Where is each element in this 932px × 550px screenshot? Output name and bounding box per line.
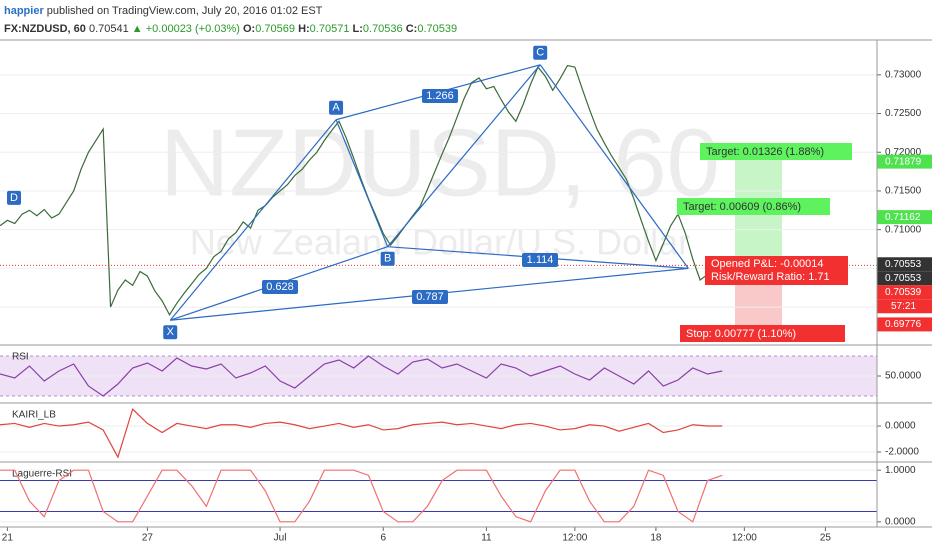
pane-title: RSI (12, 352, 29, 363)
price-tag (877, 154, 932, 169)
close: 0.70539 (417, 23, 457, 35)
y-tick-label: 0.71500 (885, 186, 922, 197)
pattern-label: D (10, 192, 18, 204)
price-tag-label: 0.71162 (885, 212, 921, 223)
pattern-label: 0.787 (416, 291, 444, 303)
position-box (705, 256, 848, 285)
series-line (0, 469, 723, 523)
countdown: 57:21 (891, 301, 916, 312)
x-tick-label: 12:00 (732, 533, 757, 544)
target-near: Target: 0.00609 (0.86%) (683, 201, 801, 213)
x-tick-label: 12:00 (562, 533, 587, 544)
author[interactable]: happier (4, 5, 44, 17)
pattern-label: A (332, 102, 340, 114)
pattern-label-box (380, 251, 395, 266)
target-near-box (677, 198, 830, 215)
pattern-label: 1.266 (426, 90, 454, 102)
pane-title: Laguerre-RSI (12, 469, 72, 480)
pattern-label: 0.628 (266, 281, 294, 293)
price-tag (877, 285, 932, 300)
pattern-label-box (163, 325, 178, 340)
c-label: C: (406, 23, 418, 35)
stop-box (680, 325, 845, 342)
x-tick-label: 6 (380, 533, 386, 544)
pane-title: KAIRI_LB (12, 410, 56, 421)
pattern-leg (169, 119, 337, 321)
pattern-label-box (7, 190, 22, 205)
price-tag-label: 0.70553 (885, 273, 922, 284)
pattern-label: X (167, 326, 175, 338)
price-tag-label: 0.71879 (885, 156, 922, 167)
pattern-label-box (329, 100, 344, 115)
symbol: FX:NZDUSD, 60 (4, 23, 86, 35)
change: ▲ +0.00023 (+0.03%) (132, 23, 240, 35)
series-line (0, 408, 723, 459)
price-tag (877, 317, 932, 332)
target-far-box (700, 143, 852, 160)
y-tick-label: 0.73000 (885, 69, 922, 80)
high: 0.70571 (310, 23, 350, 35)
x-tick-label: 27 (142, 533, 154, 544)
price-tag (877, 257, 932, 272)
pattern-leg (335, 119, 389, 247)
last: 0.70541 (89, 23, 129, 35)
pattern-leg (539, 64, 689, 269)
ratio: Risk/Reward Ratio: 1.71 (711, 271, 830, 283)
x-tick-label: 25 (820, 533, 832, 544)
series-line (0, 355, 723, 397)
pattern-label: C (536, 47, 544, 59)
o-label: O: (243, 23, 255, 35)
l-label: L: (353, 23, 363, 35)
price-tag-label: 0.70539 (885, 287, 922, 298)
pnl: Opened P&L: -0.00014 (711, 258, 824, 270)
pattern-label-box (412, 290, 448, 304)
pattern-label-box (422, 89, 458, 103)
pattern-label: B (384, 253, 391, 265)
y-tick-label: 1.0000 (885, 465, 916, 476)
open: 0.70569 (255, 23, 295, 35)
pattern-leg (387, 64, 541, 248)
y-tick-label: 50.0000 (885, 371, 922, 382)
low: 0.70536 (363, 23, 403, 35)
y-tick-label: 0.0000 (885, 421, 916, 432)
x-tick-label: Jul (274, 533, 287, 544)
plot: 0.73000 0.72500 0.72000 0.71500 0.71000 0.705… (0, 39, 932, 544)
stop: Stop: 0.00777 (1.10%) (686, 328, 796, 340)
y-tick-label: 0.72500 (885, 108, 922, 119)
pattern-label-box (533, 45, 548, 60)
published: published on TradingView.com, July 20, 2… (47, 5, 323, 17)
price-tag (877, 210, 932, 225)
pattern-label-box (522, 253, 558, 267)
y-tick-label: -2.0000 (885, 447, 919, 458)
price-tag (877, 271, 932, 286)
countdown-tag (877, 299, 932, 314)
x-tick-label: 18 (650, 533, 662, 544)
x-tick-label: 21 (2, 533, 14, 544)
watermark-symbol: NZDUSD, 60 (160, 109, 720, 216)
target-far: Target: 0.01326 (1.88%) (706, 146, 824, 158)
pattern-label: 1.114 (527, 254, 554, 266)
header-line: happier published on TradingView.com, Ju… (4, 5, 323, 17)
y-tick-label: 0.72000 (885, 147, 922, 158)
price-tag-label: 0.70553 (885, 259, 922, 270)
x-tick-label: 11 (481, 533, 492, 544)
h-label: H: (298, 23, 310, 35)
price-tag-label: 0.69776 (885, 319, 922, 330)
y-tick-label: 0.0000 (885, 516, 916, 527)
pattern-label-box (262, 280, 298, 294)
y-tick-label: 0.71000 (885, 224, 922, 235)
quote-line: FX:NZDUSD, 60 0.70541 ▲ +0.00023 (+0.03%… (4, 23, 457, 35)
watermark-name: New Zealand Dollar/U.S. Dollar (190, 222, 690, 263)
